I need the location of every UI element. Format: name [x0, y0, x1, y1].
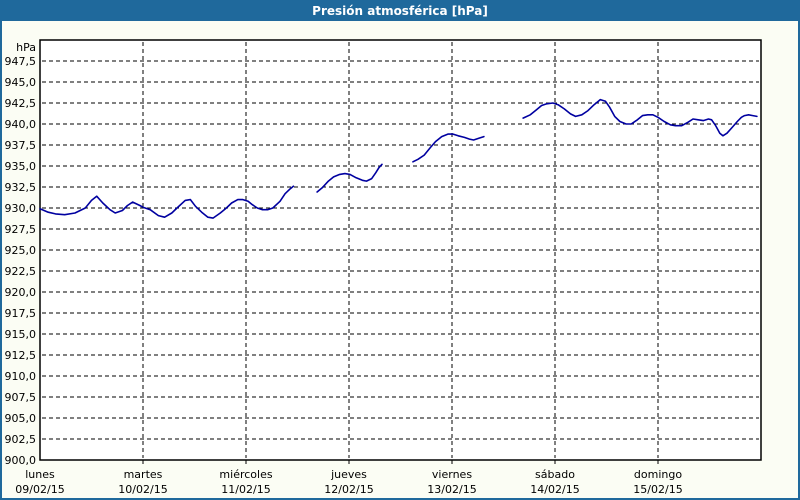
pressure-line-segment: [522, 98, 758, 137]
y-tick-label: 930,0: [5, 202, 37, 215]
y-tick-label: 927,5: [5, 223, 37, 236]
y-tick-label: 925,0: [5, 244, 37, 257]
x-day-date-label: 11/02/15: [221, 483, 270, 496]
title-bar: Presión atmosférica [hPa]: [2, 2, 798, 21]
x-day-date-label: 12/02/15: [324, 483, 373, 496]
y-tick-label: 947,5: [5, 55, 37, 68]
y-axis-unit-label: hPa: [16, 41, 36, 54]
pressure-chart: 947,5 945,0 942,5 940,0 937,5 935,0 932,5 930,0…: [5, 39, 762, 496]
y-tick-label: 900,0: [5, 454, 37, 467]
x-day-name-label: domingo: [634, 468, 682, 481]
y-tick-label: 905,0: [5, 412, 37, 425]
y-tick-label: 915,0: [5, 328, 37, 341]
x-day-name-label: miércoles: [219, 468, 272, 481]
x-day-date-label: 10/02/15: [118, 483, 167, 496]
x-day-name-label: jueves: [330, 468, 367, 481]
pressure-line-segment: [39, 185, 295, 219]
x-day-name-label: sábado: [535, 468, 575, 481]
x-day-date-label: 15/02/15: [633, 483, 682, 496]
y-tick-label: 940,0: [5, 118, 37, 131]
y-tick-label: 937,5: [5, 139, 37, 152]
x-day-name-label: martes: [124, 468, 163, 481]
y-tick-label: 945,0: [5, 76, 37, 89]
y-tick-label: 910,0: [5, 370, 37, 383]
pressure-line-segment: [412, 133, 485, 163]
x-day-date-label: 13/02/15: [427, 483, 476, 496]
chart-body: 947,5 945,0 942,5 940,0 937,5 935,0 932,5 930,0…: [2, 21, 798, 498]
chart-title: Presión atmosférica [hPa]: [312, 4, 488, 18]
y-tick-label: 920,0: [5, 286, 37, 299]
y-tick-label: 935,0: [5, 160, 37, 173]
x-day-date-label: 09/02/15: [15, 483, 64, 496]
y-tick-label: 907,5: [5, 391, 37, 404]
x-day-name-label: viernes: [432, 468, 472, 481]
y-tick-label: 917,5: [5, 307, 37, 320]
pressure-line-segment: [316, 163, 383, 193]
x-day-name-label: lunes: [25, 468, 55, 481]
x-day-date-label: 14/02/15: [530, 483, 579, 496]
y-tick-label: 912,5: [5, 349, 37, 362]
y-tick-label: 922,5: [5, 265, 37, 278]
y-tick-label: 932,5: [5, 181, 37, 194]
y-tick-label: 942,5: [5, 97, 37, 110]
y-tick-label: 902,5: [5, 433, 37, 446]
